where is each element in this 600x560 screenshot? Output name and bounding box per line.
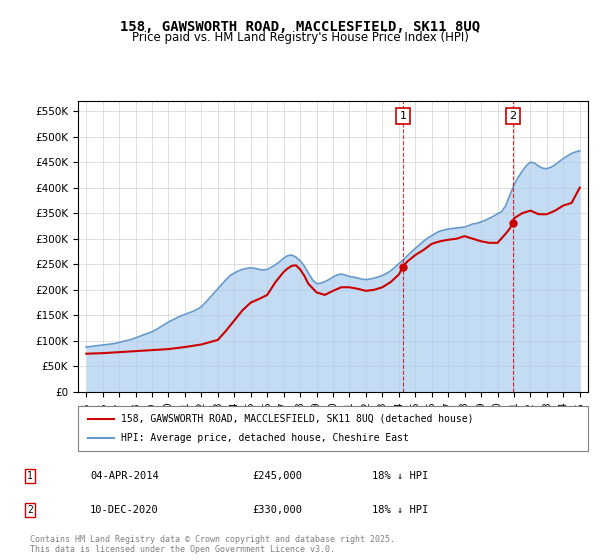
Text: 2: 2: [509, 111, 516, 121]
Text: £245,000: £245,000: [252, 471, 302, 481]
Text: 1: 1: [400, 111, 406, 121]
Text: 158, GAWSWORTH ROAD, MACCLESFIELD, SK11 8UQ (detached house): 158, GAWSWORTH ROAD, MACCLESFIELD, SK11 …: [121, 413, 474, 423]
Text: 10-DEC-2020: 10-DEC-2020: [90, 505, 159, 515]
Text: Price paid vs. HM Land Registry's House Price Index (HPI): Price paid vs. HM Land Registry's House …: [131, 31, 469, 44]
FancyBboxPatch shape: [78, 406, 588, 451]
Text: 04-APR-2014: 04-APR-2014: [90, 471, 159, 481]
Text: £330,000: £330,000: [252, 505, 302, 515]
Text: Contains HM Land Registry data © Crown copyright and database right 2025.
This d: Contains HM Land Registry data © Crown c…: [30, 535, 395, 554]
Text: 18% ↓ HPI: 18% ↓ HPI: [372, 471, 428, 481]
Text: 18% ↓ HPI: 18% ↓ HPI: [372, 505, 428, 515]
Text: HPI: Average price, detached house, Cheshire East: HPI: Average price, detached house, Ches…: [121, 433, 409, 444]
Text: 2: 2: [27, 505, 33, 515]
Text: 1: 1: [27, 471, 33, 481]
Text: 158, GAWSWORTH ROAD, MACCLESFIELD, SK11 8UQ: 158, GAWSWORTH ROAD, MACCLESFIELD, SK11 …: [120, 20, 480, 34]
